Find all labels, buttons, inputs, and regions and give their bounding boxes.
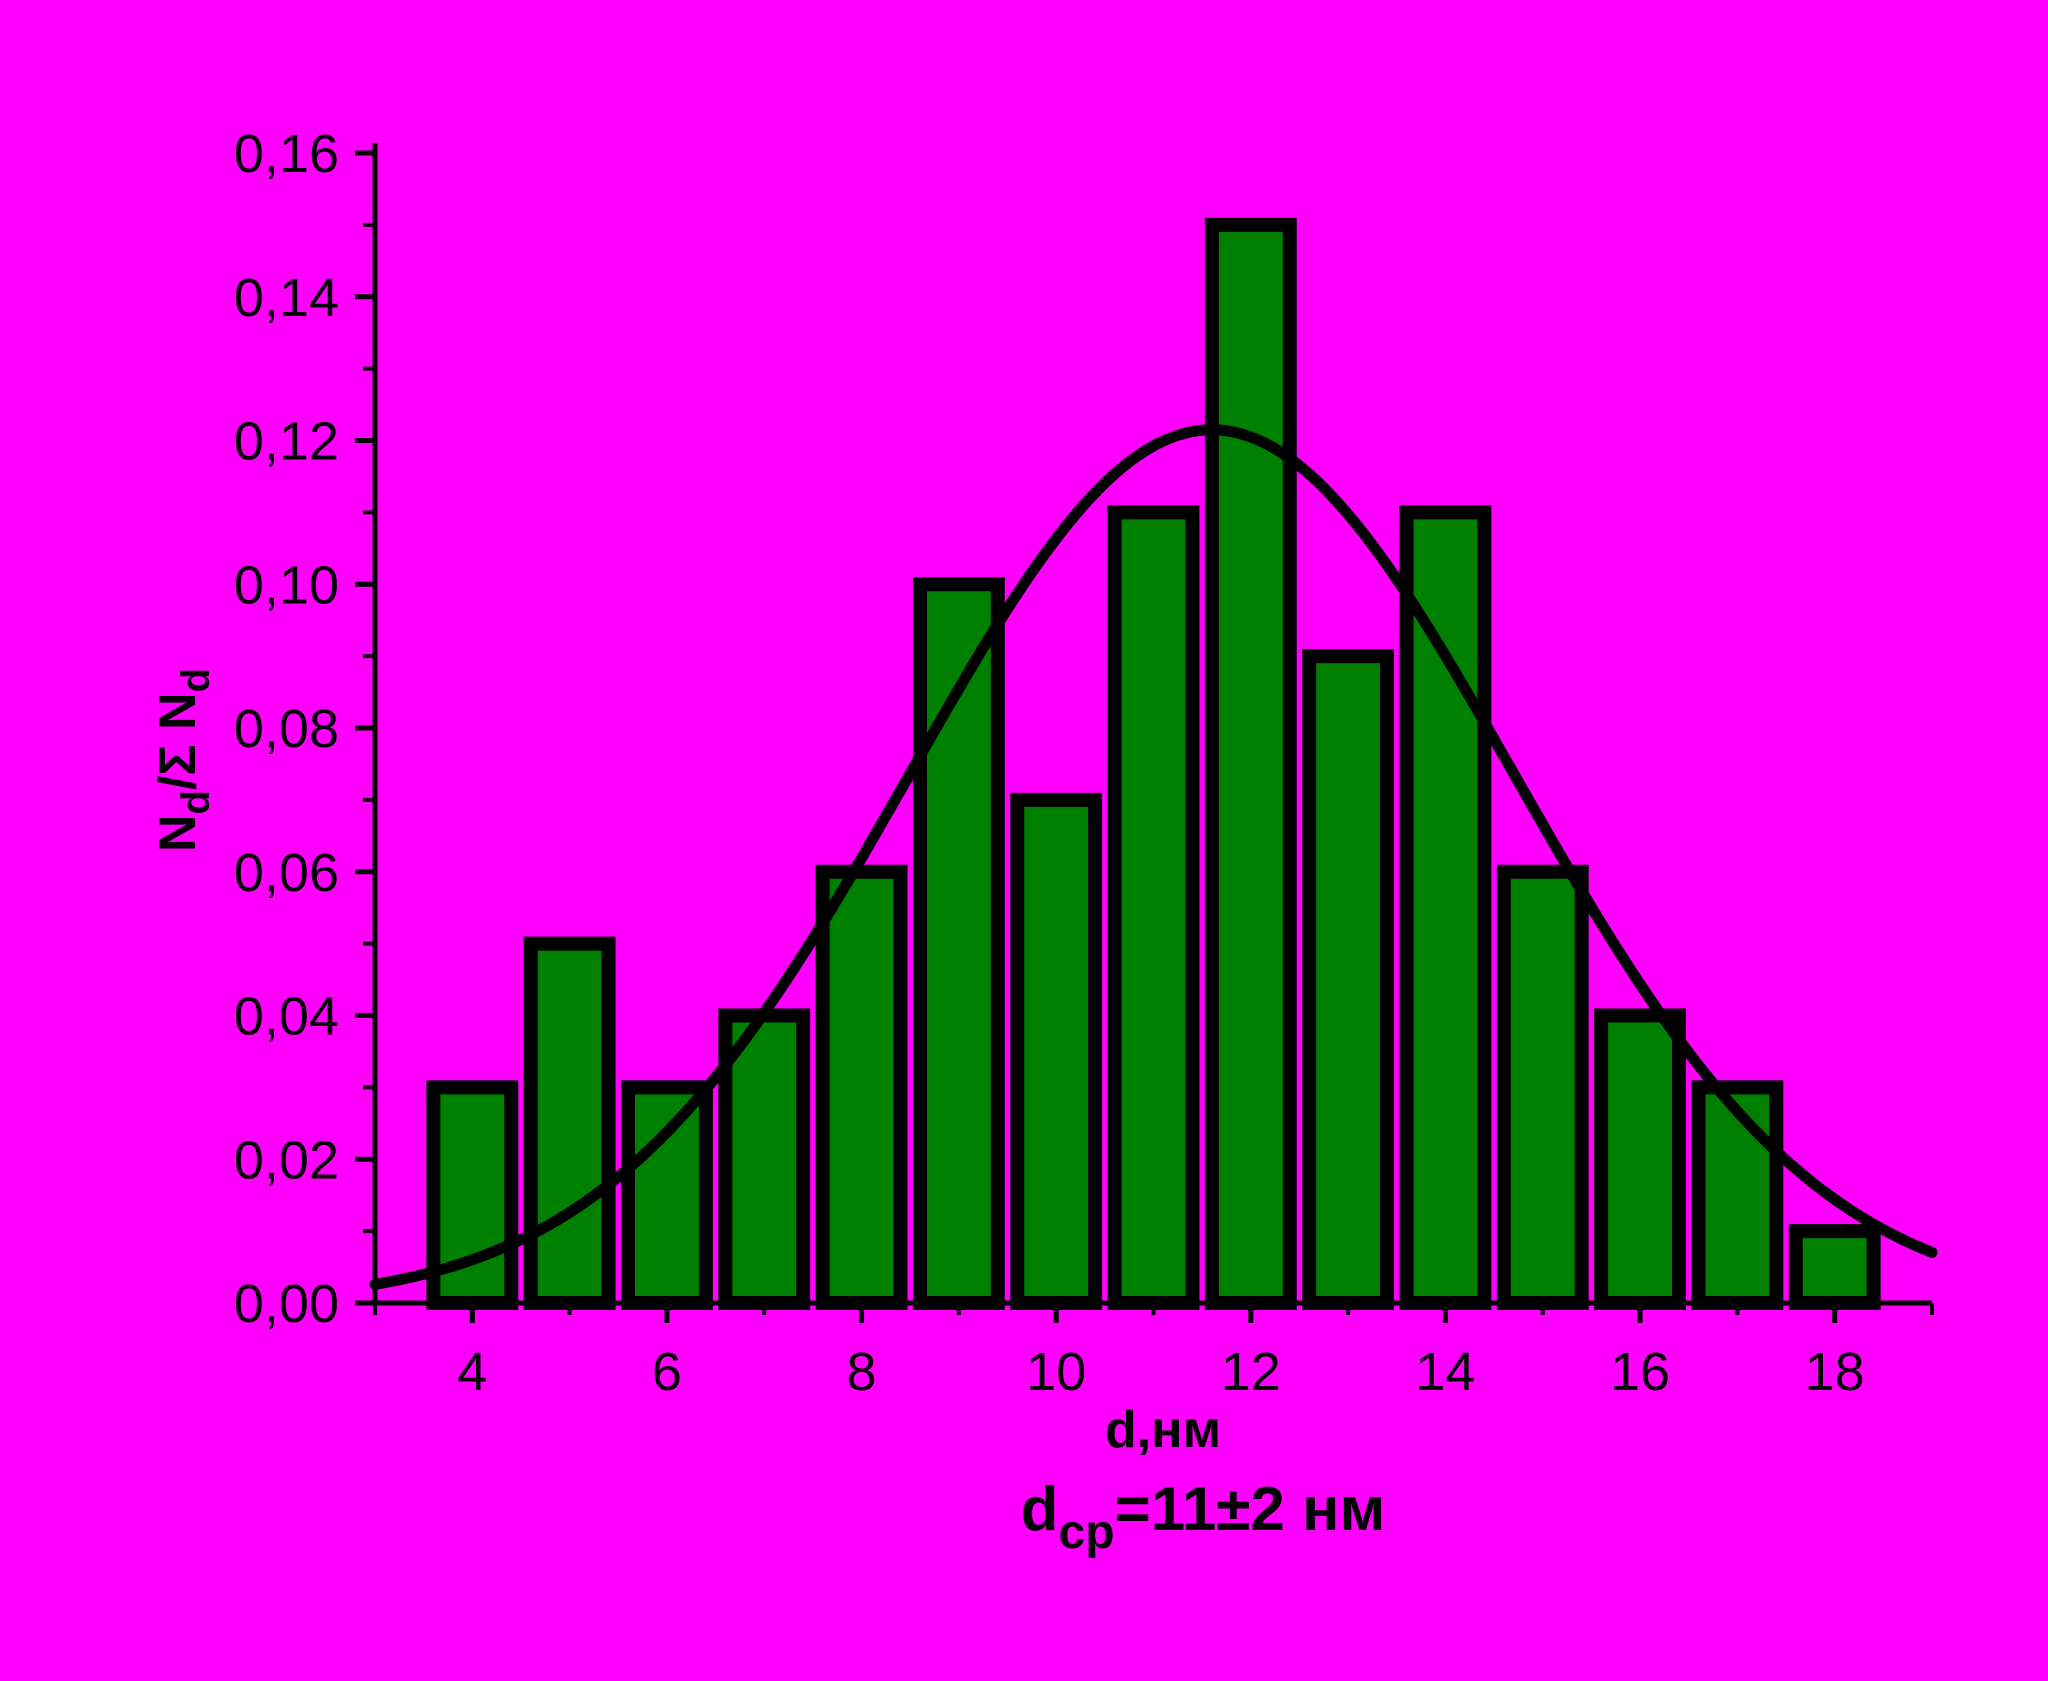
note-sub: ср <box>1059 1506 1115 1559</box>
mean-size-annotation: dср=11±2 нм <box>1021 1475 1386 1559</box>
y-title-mid: /Σ N <box>149 692 207 790</box>
y-tick-label: 0,10 <box>234 555 339 615</box>
x-tick-label: 6 <box>652 1342 682 1402</box>
x-axis-title: d,нм <box>1105 1401 1221 1459</box>
gaussian-fit-curve <box>369 424 1938 1290</box>
y-title-sub1: d <box>174 790 218 814</box>
bar-12 <box>1204 217 1297 1310</box>
bar-17 <box>1691 1080 1784 1310</box>
x-tick-label: 8 <box>847 1342 877 1402</box>
y-title-base: N <box>149 814 207 852</box>
y-axis-title: Nd/Σ Nd <box>149 668 218 852</box>
bar-10 <box>1010 792 1103 1310</box>
bar-5 <box>523 936 616 1310</box>
bar-15 <box>1496 864 1589 1310</box>
fit-curve-layer <box>369 424 1938 1290</box>
bar-18 <box>1788 1224 1881 1310</box>
y-tick-label: 0,16 <box>234 124 339 184</box>
x-tick-label: 10 <box>1026 1342 1086 1402</box>
x-tick-label: 18 <box>1805 1342 1865 1402</box>
bar-11 <box>1107 505 1200 1310</box>
x-tick-label: 12 <box>1221 1342 1281 1402</box>
bar-13 <box>1302 649 1395 1310</box>
bar-6 <box>621 1080 713 1310</box>
x-tick-label: 16 <box>1610 1342 1670 1402</box>
y-tick-label: 0,06 <box>234 843 339 903</box>
y-tick-label: 0,08 <box>234 699 339 759</box>
x-tick-label: 14 <box>1415 1342 1475 1402</box>
bars-layer <box>426 217 1881 1310</box>
bar-8 <box>815 864 908 1310</box>
y-tick-label: 0,02 <box>234 1130 339 1190</box>
y-title-sub2: d <box>174 668 218 692</box>
bar-16 <box>1594 1008 1686 1310</box>
bar-14 <box>1399 505 1492 1310</box>
y-tick-label: 0,00 <box>234 1274 339 1334</box>
y-tick-label: 0,04 <box>234 987 339 1047</box>
x-tick-label: 4 <box>457 1342 487 1402</box>
axes-layer: 0,00 0,02 0,04 0,06 0,08 0,10 0,12 0,14 0,16 4 6 8 1… <box>234 124 1934 1402</box>
y-tick-label: 0,12 <box>234 412 339 472</box>
note-rest: =11±2 нм <box>1115 1475 1386 1544</box>
note-base: d <box>1021 1475 1059 1544</box>
y-tick-label: 0,14 <box>234 268 339 328</box>
